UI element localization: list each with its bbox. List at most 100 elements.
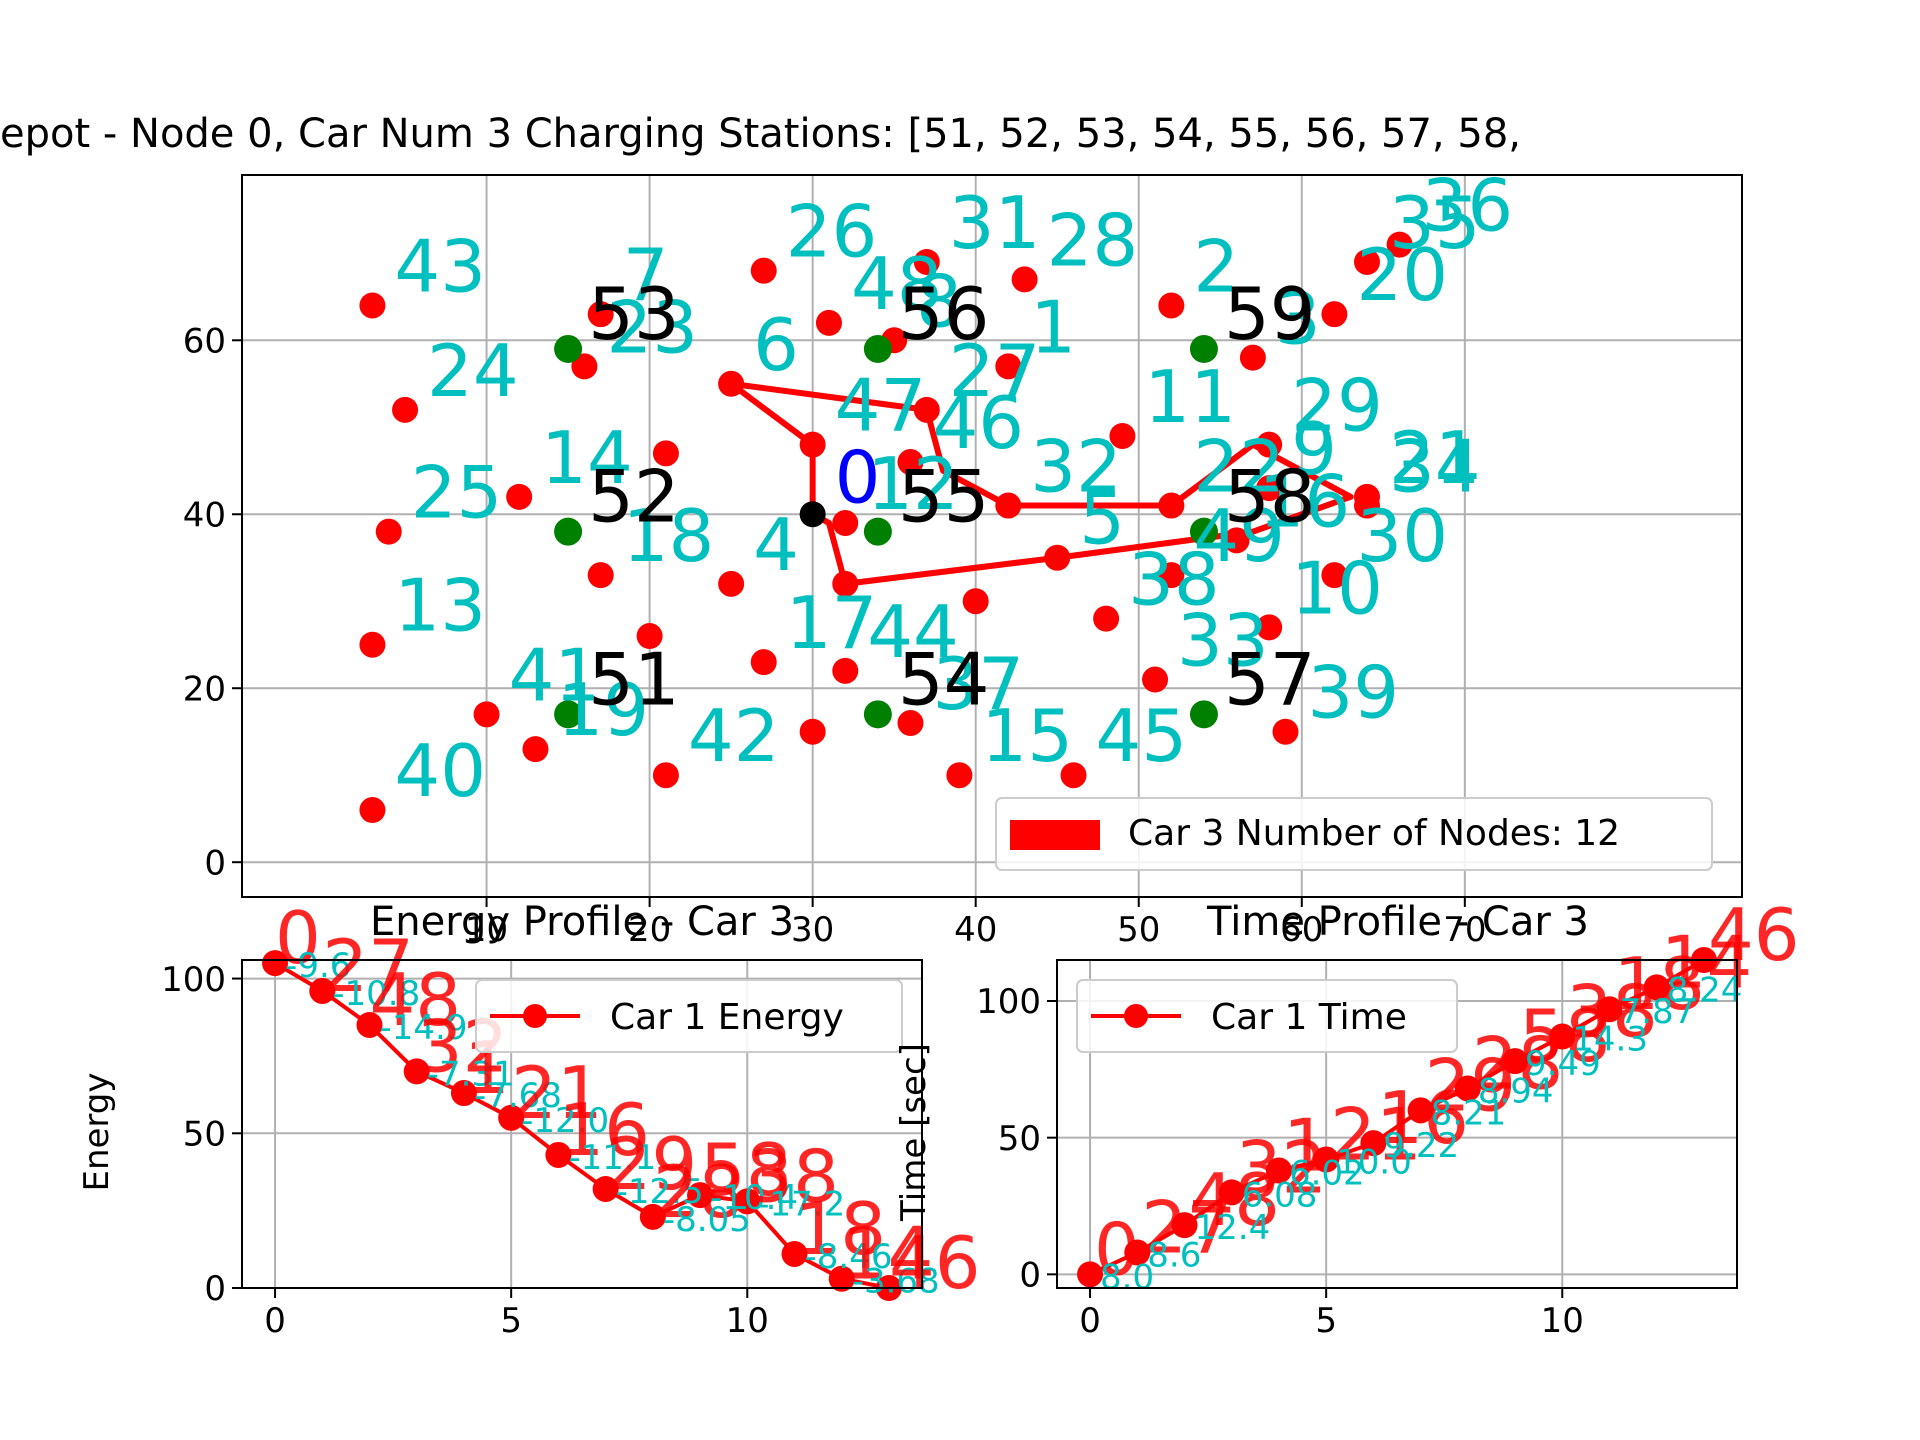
customer-label: 7 — [623, 233, 669, 317]
energy-profile-node-label: 18 — [795, 1187, 887, 1271]
customer-label: 40 — [394, 729, 486, 813]
route-map-points — [359, 231, 1413, 824]
customer-label: 20 — [1356, 233, 1448, 317]
energy-profile-delta-label: -9.6 — [285, 946, 351, 986]
energy-profile-node-label: 29 — [606, 1122, 698, 1206]
customer-label: 23 — [606, 285, 698, 369]
energy-profile-delta-label: -7.31 — [427, 1054, 515, 1094]
time-profile-legend: Car 1 Time — [1076, 979, 1458, 1053]
route-map-tick-label-y: 20 — [183, 669, 226, 709]
customer-point — [359, 292, 386, 319]
customer-point — [652, 762, 679, 789]
customer-point — [1256, 614, 1283, 641]
time-profile-marker — [1124, 1239, 1151, 1266]
energy-profile-delta-label: -12.0 — [521, 1101, 609, 1141]
customer-label: 49 — [1193, 494, 1285, 578]
energy-profile-delta-label: -17.2 — [757, 1184, 845, 1224]
customer-label: 33 — [1177, 599, 1269, 683]
energy-profile-chart: Energy Profile - Car 3 Energy 0-9.627-10… — [77, 896, 981, 1341]
customer-point — [1142, 666, 1169, 693]
route-map-tick-label-x: 70 — [1443, 910, 1486, 950]
customer-label: 16 — [1259, 459, 1351, 543]
customer-label: 46 — [932, 381, 1024, 465]
time-profile-delta-label: 8.6 — [1147, 1235, 1201, 1275]
energy-profile-legend: Car 1 Energy — [475, 979, 903, 1053]
time-profile-delta-label: 9.22 — [1383, 1126, 1459, 1166]
time-profile-marker — [1454, 1075, 1481, 1102]
customer-point — [1109, 422, 1136, 449]
customer-point — [1060, 762, 1087, 789]
customer-label: 47 — [835, 364, 927, 448]
time-profile-marker — [1265, 1157, 1292, 1184]
time-profile-node-label: 28 — [1472, 1021, 1564, 1105]
energy-profile-labels: 0-9.627-10.848-14.932-7.311-7.6821-12.01… — [275, 896, 981, 1305]
energy-profile-delta-label: -10.4 — [710, 1178, 798, 1218]
route-map-legend-box — [995, 797, 1713, 871]
energy-profile-marker — [262, 950, 289, 977]
energy-profile-marker — [687, 1182, 714, 1209]
customer-point — [522, 736, 549, 763]
time-profile-node-label: 21 — [1330, 1093, 1422, 1177]
customer-label: 11 — [1144, 355, 1236, 439]
energy-profile-marker — [356, 1011, 383, 1038]
time-profile-node-label: 27 — [1141, 1185, 1233, 1269]
customer-point — [718, 370, 745, 397]
customer-label: 12 — [867, 442, 959, 526]
customer-point — [1158, 562, 1185, 589]
charging-station-point — [554, 334, 583, 363]
route-map-tick-label-y: 0 — [204, 843, 226, 883]
time-profile-delta-label: 8.0 — [1100, 1257, 1154, 1297]
time-profile-legend-box — [1076, 979, 1458, 1053]
customer-point — [832, 509, 859, 536]
customer-point — [1321, 562, 1348, 589]
energy-profile-title: Energy Profile - Car 3 — [370, 899, 794, 945]
energy-profile-node-label: 58 — [700, 1128, 792, 1212]
customer-label: 22 — [1193, 425, 1285, 509]
energy-profile-node-label: 16 — [558, 1088, 650, 1172]
time-profile-marker — [1360, 1130, 1387, 1157]
time-profile-marker — [1171, 1212, 1198, 1239]
energy-profile-series — [262, 950, 902, 1301]
energy-profile-marker — [450, 1080, 477, 1107]
customer-point — [995, 492, 1022, 519]
time-profile-delta-label: 8.94 — [1478, 1071, 1554, 1111]
customer-label: 48 — [851, 242, 943, 326]
energy-profile-marker — [309, 977, 336, 1004]
time-profile-node-label: 29 — [1425, 1043, 1517, 1127]
customer-point — [946, 762, 973, 789]
customer-label: 9 — [1291, 407, 1337, 491]
energy-profile-tick-label-y: 50 — [183, 1115, 226, 1155]
customer-point — [913, 396, 940, 423]
customer-label: 44 — [867, 590, 959, 674]
customer-label: 37 — [932, 642, 1024, 726]
charging-station-label: 57 — [1224, 637, 1316, 721]
charging-station-label: 52 — [588, 455, 680, 539]
customer-label: 29 — [1291, 364, 1383, 448]
customer-point — [1354, 483, 1380, 510]
customer-point — [995, 353, 1022, 380]
charging-station-point — [1189, 334, 1218, 363]
charging-station-point — [1189, 517, 1218, 546]
energy-profile-legend-label: Car 1 Energy — [610, 997, 844, 1038]
time-profile-ylabel: Time [sec] — [894, 1043, 934, 1222]
energy-profile-tick-label-y: 100 — [161, 960, 226, 1000]
route-map-tick-label-y: 60 — [183, 322, 226, 362]
energy-profile-node-label: 21 — [511, 1051, 603, 1135]
customer-label: 32 — [1030, 425, 1122, 509]
charging-station-point — [863, 700, 892, 729]
energy-profile-marker — [498, 1104, 525, 1131]
time-profile-tick-label-x: 5 — [1315, 1301, 1337, 1341]
customer-label: 13 — [394, 564, 486, 648]
route-map-tick-label-y: 40 — [183, 495, 226, 535]
energy-profile-node-label: 38 — [747, 1134, 839, 1218]
energy-profile-marker — [828, 1265, 855, 1292]
energy-profile-legend-marker — [523, 1004, 547, 1028]
time-profile-delta-label: 6.08 — [1242, 1175, 1318, 1215]
time-profile-marker — [1218, 1179, 1245, 1206]
customer-point — [1158, 492, 1185, 519]
customer-label: 8 — [916, 259, 962, 343]
route-map-tick-label-x: 50 — [1117, 910, 1160, 950]
energy-profile-tick-label-y: 0 — [204, 1269, 226, 1309]
time-profile-series — [1077, 947, 1717, 1288]
customer-label: 34 — [1389, 425, 1481, 509]
